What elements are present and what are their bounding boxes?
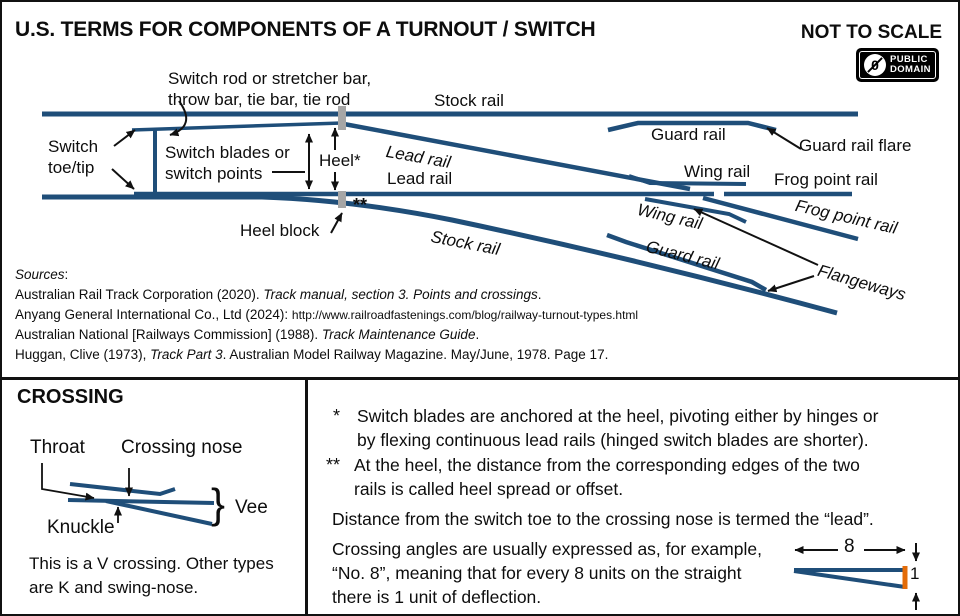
source-text-run: Australian National [Railways Commission… bbox=[15, 327, 322, 342]
note-line: Distance from the switch toe to the cros… bbox=[332, 509, 874, 529]
arrow-switch-rod bbox=[169, 100, 188, 137]
crossing-straight-rail bbox=[67, 498, 215, 505]
note-line: Crossing angles are usually expressed as… bbox=[332, 539, 762, 559]
source-text-run: Australian Rail Track Corporation (2020)… bbox=[15, 287, 264, 302]
source-text-run: Track Part 3 bbox=[150, 347, 223, 362]
public-domain-badge-inner: 0 PUBLIC DOMAIN bbox=[859, 51, 936, 79]
lower-heel-block-bar bbox=[338, 191, 346, 208]
crossing-caption: This is a V crossing. Other types are K … bbox=[29, 554, 274, 597]
arrow-toe-lower bbox=[111, 168, 135, 190]
lower-wing-rail bbox=[644, 197, 747, 224]
label-lead-rail-straight: Lead rail bbox=[387, 169, 453, 188]
vertical-divider bbox=[305, 377, 308, 614]
source-text-run: Anyang General International Co., Ltd (2… bbox=[15, 307, 292, 322]
note-line: rails is called heel spread or offset. bbox=[354, 479, 624, 499]
source-text-run: Track manual, section 3. Points and cros… bbox=[263, 287, 538, 302]
lower-guard-rail bbox=[606, 232, 768, 292]
note-line: by flexing continuous lead rails (hinged… bbox=[357, 430, 869, 450]
heel-blocks bbox=[338, 106, 346, 208]
source-text-run: Track Maintenance Guide bbox=[321, 327, 476, 342]
source-text-run: Huggan, Clive (1973), bbox=[15, 347, 151, 362]
arrow-heel-block bbox=[330, 212, 343, 234]
bottom-stock-rail bbox=[42, 194, 838, 316]
angle-figure bbox=[793, 543, 920, 610]
upper-switch-blade bbox=[131, 121, 343, 132]
label-frog-point-rail-straight: Frog point rail bbox=[774, 170, 878, 189]
label-guard-rail-top: Guard rail bbox=[651, 125, 726, 144]
note-line: there is 1 unit of deflection. bbox=[332, 587, 542, 607]
page-title: U.S. TERMS FOR COMPONENTS OF A TURNOUT /… bbox=[15, 18, 596, 41]
label-heel-spread-marker: ** bbox=[353, 195, 368, 215]
note-line: At the heel, the distance from the corre… bbox=[354, 455, 860, 475]
not-to-scale-label: NOT TO SCALE bbox=[800, 22, 942, 43]
source-line: Anyang General International Co., Ltd (2… bbox=[15, 305, 638, 325]
source-line: Huggan, Clive (1973), Track Part 3. Aust… bbox=[15, 345, 638, 365]
badge-line-public: PUBLIC bbox=[890, 53, 928, 65]
public-domain-zero-icon: 0 bbox=[864, 54, 886, 76]
source-text-run: . Australian Model Railway Magazine. May… bbox=[222, 347, 609, 362]
note-line: Switch blades are anchored at the heel, … bbox=[357, 406, 879, 426]
angle-straight-units-label: 8 bbox=[844, 536, 855, 557]
sources-heading: Sources: bbox=[15, 265, 638, 285]
angle-diverging-rail bbox=[793, 569, 906, 589]
upper-wing-rail bbox=[628, 174, 747, 186]
crossing-wing-rail bbox=[69, 482, 176, 497]
source-line: Australian Rail Track Corporation (2020)… bbox=[15, 285, 638, 305]
source-text-run: . bbox=[475, 327, 480, 342]
annotation-arrows bbox=[111, 100, 819, 293]
label-wing-rail-top: Wing rail bbox=[684, 162, 751, 181]
label-vee: Vee bbox=[235, 497, 268, 518]
label-switch-blades: Switch blades or switch points bbox=[165, 143, 290, 184]
source-text-run: . bbox=[537, 287, 542, 302]
label-switch-rod: Switch rod or stretcher bar, throw bar, … bbox=[168, 69, 372, 110]
label-stock-rail-top: Stock rail bbox=[434, 91, 504, 110]
public-domain-badge-text: PUBLIC DOMAIN bbox=[890, 53, 931, 76]
label-throat: Throat bbox=[30, 437, 85, 458]
crossing-panel-title: CROSSING bbox=[17, 386, 124, 408]
top-guard-rail bbox=[607, 120, 777, 133]
angle-deflection-units-label: 1 bbox=[910, 564, 920, 583]
sources-block: Sources: Australian Rail Track Corporati… bbox=[15, 265, 638, 365]
diverging-frog-point-rail bbox=[702, 195, 859, 242]
note-bullet-double-star: ** bbox=[326, 455, 341, 475]
badge-line-domain: DOMAIN bbox=[890, 64, 931, 75]
public-domain-badge: 0 PUBLIC DOMAIN bbox=[856, 48, 939, 82]
label-heel-block: Heel block bbox=[240, 221, 320, 240]
source-text-run: Sources bbox=[15, 267, 65, 282]
crossing-diverging-rail bbox=[105, 499, 213, 526]
upper-heel-block-bar bbox=[338, 106, 346, 130]
crossing-arrows bbox=[41, 463, 133, 523]
source-text-run: : bbox=[64, 267, 69, 282]
flangeways-pointer-long bbox=[693, 208, 819, 266]
crossing-rails bbox=[67, 482, 215, 526]
source-url: http://www.railroadfastenings.com/blog/r… bbox=[291, 308, 639, 322]
arrow-guard-rail-flare bbox=[766, 127, 802, 150]
label-heel: Heel* bbox=[319, 151, 361, 170]
note-line: “No. 8”, meaning that for every 8 units … bbox=[332, 563, 742, 583]
arrow-flangeway-guard bbox=[767, 275, 815, 293]
turnout-rails bbox=[42, 111, 859, 316]
label-guard-rail-flare: Guard rail flare bbox=[799, 136, 912, 155]
note-bullet-star: * bbox=[333, 406, 341, 426]
horizontal-divider bbox=[2, 377, 958, 380]
arrow-toe-upper bbox=[113, 129, 136, 147]
source-line: Australian National [Railways Commission… bbox=[15, 325, 638, 345]
arrow-throat bbox=[41, 463, 95, 501]
label-crossing-nose: Crossing nose bbox=[121, 437, 243, 458]
label-knuckle: Knuckle bbox=[47, 517, 115, 538]
label-switch-toe-tip: Switch toe/tip bbox=[48, 137, 99, 178]
vee-brace-icon: } bbox=[211, 480, 226, 527]
